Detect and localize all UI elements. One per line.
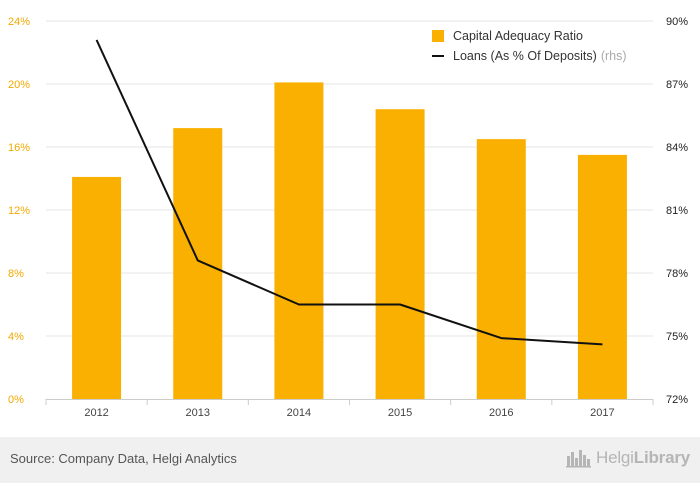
x-tick-label: 2015 (388, 407, 412, 419)
bar (476, 139, 526, 399)
brand-name-bold: Library (633, 448, 690, 467)
bar-series (72, 82, 627, 400)
y-right-tick-label: 87% (666, 79, 688, 91)
y-left-tick-label: 8% (8, 268, 24, 280)
y-right-tick-label: 90% (666, 16, 688, 28)
legend-label-line-name: Loans (As % Of Deposits) (453, 49, 597, 63)
bar (173, 128, 223, 399)
y-right-tick-label: 84% (666, 142, 688, 154)
bar (274, 82, 324, 400)
y-left-tick-label: 0% (8, 394, 24, 406)
source-text: Source: Company Data, Helgi Analytics (10, 451, 237, 466)
bar (577, 154, 627, 399)
x-tick-label: 2013 (186, 407, 210, 419)
axes: 0% 4% 8% 12% 16% 20% 24% 72% 75% 78% 81% 84% 87% 90% 2… (8, 16, 688, 419)
y-right-tick-label: 75% (666, 331, 688, 343)
y-left-tick-label: 12% (8, 205, 30, 217)
legend-label-line: Loans (As % Of Deposits) (rhs) (453, 49, 627, 63)
chart: 0% 4% 8% 12% 16% 20% 24% 72% 75% 78% 81% 84% 87% 90% 2… (8, 16, 688, 419)
x-tick-label: 2014 (287, 407, 311, 419)
bar (72, 176, 122, 399)
x-tick-label: 2017 (590, 407, 614, 419)
y-right-tick-label: 72% (666, 394, 688, 406)
y-right-tick-label: 81% (666, 205, 688, 217)
y-left-tick-label: 20% (8, 79, 30, 91)
gridlines (46, 20, 653, 337)
y-right-tick-label: 78% (666, 268, 688, 280)
line-series (95, 39, 603, 346)
legend-swatch-bar (432, 30, 444, 42)
brand-name-light: Helgi (596, 448, 634, 467)
x-tick-label: 2012 (84, 407, 108, 419)
brand-logo: HelgiLibrary (566, 448, 690, 468)
line-path (95, 39, 603, 346)
city-skyline-icon (566, 450, 592, 468)
legend-label-line-note: (rhs) (601, 49, 627, 63)
y-left-tick-label: 24% (8, 16, 30, 28)
x-tick-label: 2016 (489, 407, 513, 419)
footer: Source: Company Data, Helgi Analytics He… (0, 437, 700, 483)
legend: Capital Adequacy Ratio Loans (As % Of De… (432, 29, 627, 63)
y-left-tick-label: 4% (8, 331, 24, 343)
legend-label-bar: Capital Adequacy Ratio (453, 29, 583, 43)
y-left-tick-label: 16% (8, 142, 30, 154)
bar (375, 109, 425, 399)
brand-name: HelgiLibrary (596, 448, 690, 468)
